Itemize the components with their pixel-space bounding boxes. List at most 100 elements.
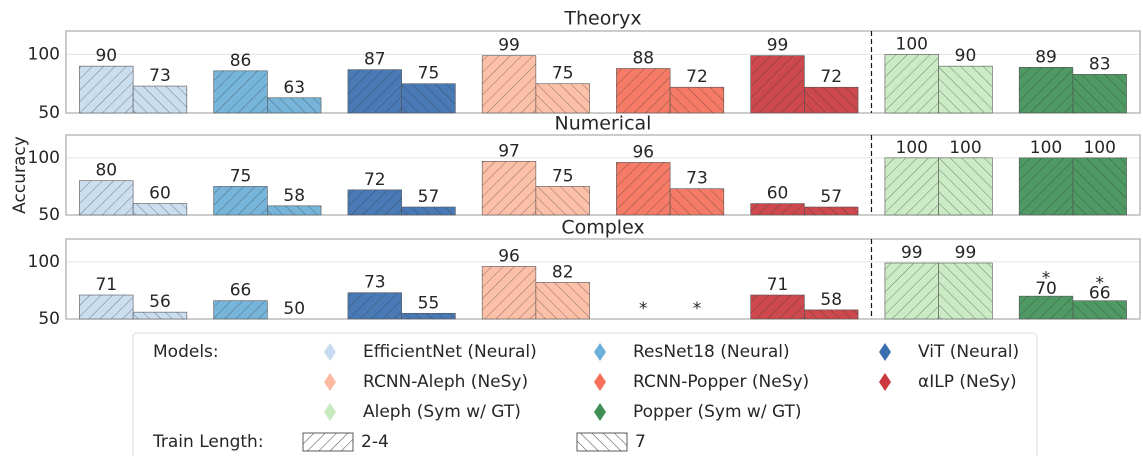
bar-hatch <box>213 70 268 113</box>
value-label: 99 <box>498 36 520 56</box>
value-label: 96 <box>632 142 654 162</box>
legend-entry: ResNet18 (Neural) <box>633 342 790 362</box>
value-label: 72 <box>364 170 386 190</box>
bar-hatch <box>670 188 724 215</box>
legend-entry: Aleph (Sym w/ GT) <box>363 402 521 422</box>
bar-hatch <box>938 263 993 319</box>
value-label: 99 <box>767 36 789 56</box>
value-label: 100 <box>1083 138 1115 158</box>
value-label: 86 <box>230 51 252 71</box>
bar-hatch <box>1019 67 1073 113</box>
value-label: 70 <box>1035 279 1057 299</box>
bar-hatch <box>804 87 859 113</box>
value-label: 57 <box>820 187 842 207</box>
value-label: 71 <box>95 275 117 295</box>
value-label: 66 <box>1089 284 1111 304</box>
value-label: 55 <box>418 293 440 313</box>
value-label: 75 <box>418 64 440 84</box>
bar-hatch <box>482 266 536 319</box>
value-label: 90 <box>955 46 977 66</box>
y-tick-label: 50 <box>38 103 60 123</box>
bar-hatch <box>1072 74 1127 113</box>
bar-hatch <box>884 54 939 113</box>
bar-hatch <box>79 66 134 113</box>
legend-swatch <box>879 343 891 361</box>
bar-hatch <box>616 162 671 215</box>
bar-hatch <box>535 282 590 319</box>
plot-frame <box>65 238 1141 320</box>
bar-hatch <box>267 97 322 113</box>
value-label: 73 <box>686 169 708 189</box>
value-label: 58 <box>283 186 305 206</box>
value-label: 82 <box>552 262 574 282</box>
value-label: 57 <box>418 187 440 207</box>
y-axis-label: Accuracy <box>10 136 30 214</box>
bar-hatch <box>133 86 187 113</box>
bar-hatch <box>535 83 590 113</box>
value-label: * 66 <box>1089 273 1111 303</box>
legend-swatch <box>594 403 606 421</box>
value-label: 71 <box>767 275 789 295</box>
legend-swatch <box>324 403 336 421</box>
value-label: 75 <box>552 64 574 84</box>
legend-swatch <box>594 343 606 361</box>
bar-hatch <box>1072 300 1127 319</box>
value-label: 60 <box>767 184 789 204</box>
value-label: 66 <box>230 281 252 301</box>
value-label: 100 <box>1030 138 1062 158</box>
value-label: 72 <box>686 67 708 87</box>
chart-title: Complex <box>561 217 644 239</box>
y-tick-label: 50 <box>38 309 60 329</box>
legend-hatch <box>303 433 353 451</box>
bar-hatch <box>938 157 993 215</box>
value-label: 73 <box>149 66 171 86</box>
value-label: 73 <box>364 273 386 293</box>
legend-swatch <box>324 373 336 391</box>
value-label: * 70 <box>1035 269 1057 299</box>
bar-hatch <box>79 295 134 319</box>
bar-hatch <box>267 205 322 215</box>
bar-hatch <box>750 203 805 215</box>
y-tick-label: 100 <box>28 44 60 64</box>
bar-hatch <box>804 309 859 319</box>
value-label: 100 <box>896 34 928 54</box>
bar-hatch <box>213 186 268 215</box>
bar-hatch <box>750 55 805 113</box>
bar-hatch <box>213 300 268 319</box>
bar-hatch <box>401 83 456 113</box>
bar-hatch <box>79 180 134 215</box>
y-tick-label: 50 <box>38 205 60 225</box>
legend-hatch <box>577 433 627 451</box>
bar-hatch <box>347 292 402 319</box>
legend-entry: 7 <box>635 432 646 452</box>
chart-title: Numerical <box>555 113 652 135</box>
bar-hatch <box>401 207 456 215</box>
value-label: 83 <box>1089 54 1111 74</box>
bar-hatch <box>884 263 939 319</box>
value-label: * <box>639 299 648 319</box>
value-label: * <box>1095 273 1104 293</box>
legend-swatch <box>324 343 336 361</box>
value-label: 58 <box>820 290 842 310</box>
bar-hatch <box>1019 296 1073 319</box>
value-label: 99 <box>955 243 977 263</box>
y-tick-label: 100 <box>28 148 60 168</box>
value-label: 75 <box>552 166 574 186</box>
bar-hatch <box>482 161 536 215</box>
plot-frame <box>65 134 1141 216</box>
legend-entry: 2-4 <box>361 432 389 452</box>
legend-entry: αILP (NeSy) <box>918 372 1017 392</box>
plot-frame <box>65 30 1141 114</box>
value-label: 80 <box>95 161 117 181</box>
value-label: 100 <box>949 138 981 158</box>
chart-title: Theoryx <box>563 8 641 30</box>
value-label: 60 <box>149 184 171 204</box>
value-label: 89 <box>1035 47 1057 67</box>
legend-entry: RCNN-Popper (NeSy) <box>633 372 809 392</box>
legend-swatch <box>879 373 891 391</box>
value-label: 87 <box>364 50 386 70</box>
bar-hatch <box>804 207 859 215</box>
bar-hatch <box>670 87 724 113</box>
bar-hatch <box>884 157 939 215</box>
